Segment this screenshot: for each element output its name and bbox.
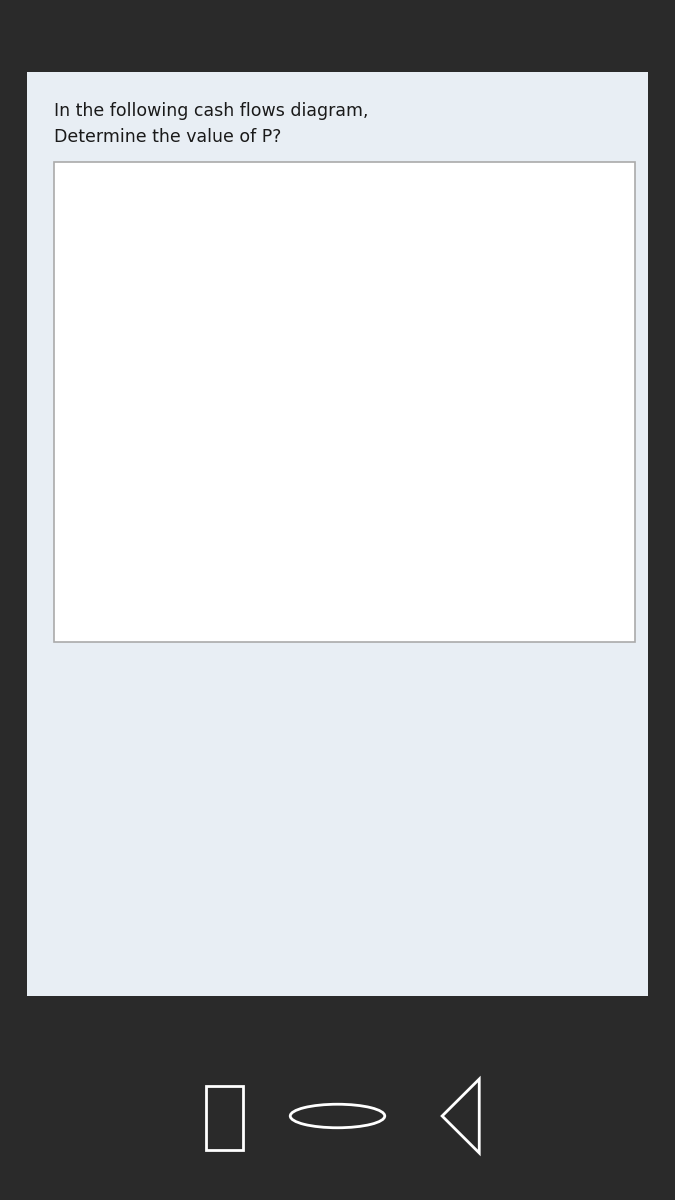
Text: In the following cash flows diagram,: In the following cash flows diagram,: [54, 102, 369, 120]
Text: b.: b.: [130, 772, 147, 790]
Text: $2,000: $2,000: [405, 204, 463, 222]
Text: i₁ = 8%: i₁ = 8%: [154, 581, 209, 595]
Text: P = ?: P = ?: [71, 193, 119, 211]
Text: $3018: $3018: [179, 772, 238, 790]
Circle shape: [67, 707, 99, 725]
Text: Clear my choice: Clear my choice: [130, 964, 263, 982]
Circle shape: [67, 836, 99, 854]
Text: d.: d.: [130, 901, 147, 920]
Text: a.: a.: [130, 706, 147, 725]
Circle shape: [67, 772, 99, 790]
Circle shape: [59, 833, 107, 858]
Text: 0: 0: [105, 619, 115, 637]
Circle shape: [59, 898, 107, 924]
Circle shape: [70, 902, 97, 918]
Circle shape: [75, 906, 91, 914]
Text: i₂ = 10%: i₂ = 10%: [291, 581, 355, 595]
Text: i₃ = 8%: i₃ = 8%: [437, 581, 492, 595]
Text: $1,000: $1,000: [177, 353, 235, 371]
Text: c.: c.: [130, 836, 146, 856]
Text: 3: 3: [531, 619, 541, 637]
Text: Determine the value of P?: Determine the value of P?: [54, 128, 281, 146]
Circle shape: [59, 702, 107, 728]
Circle shape: [59, 768, 107, 793]
Text: $2609: $2609: [179, 901, 238, 920]
Text: 1: 1: [247, 619, 257, 637]
Text: 2: 2: [389, 619, 399, 637]
Text: $2579: $2579: [179, 836, 238, 856]
Text: $3456: $3456: [179, 706, 239, 725]
